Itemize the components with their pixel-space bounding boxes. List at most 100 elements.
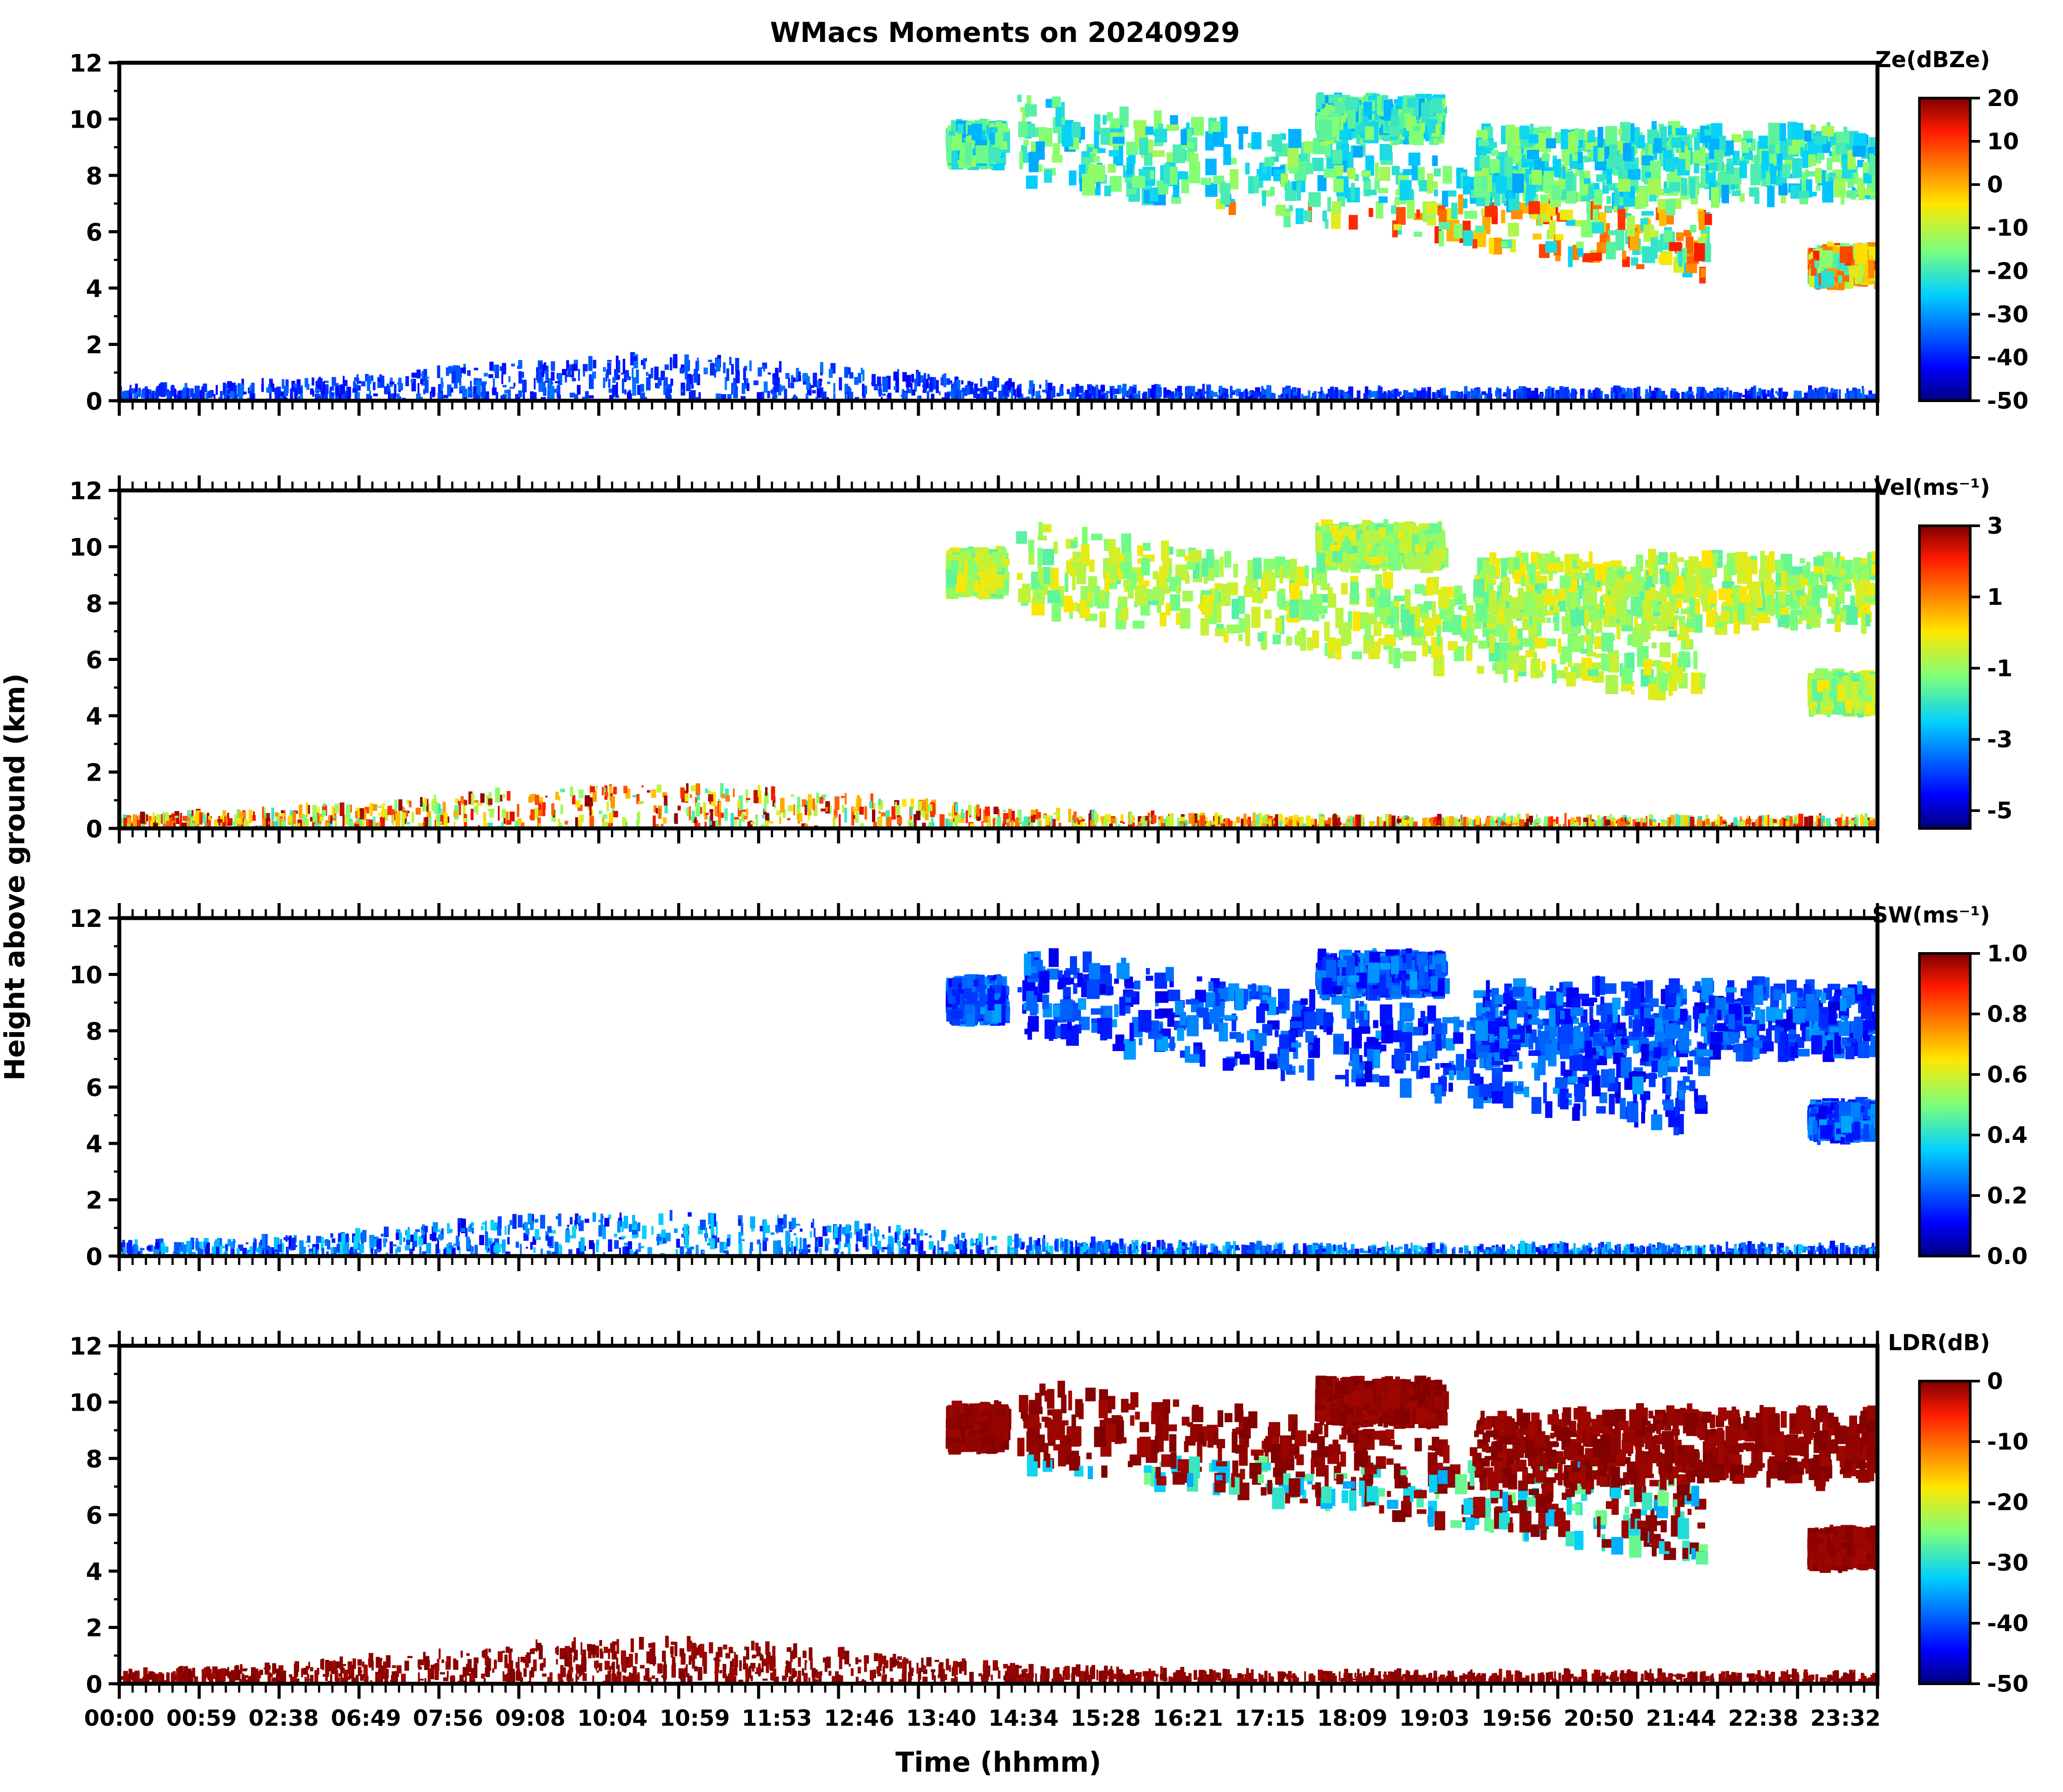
data-cell <box>1287 148 1299 167</box>
data-cell <box>1348 386 1354 401</box>
data-cell <box>1562 166 1566 179</box>
data-cell <box>1731 134 1742 143</box>
data-cell <box>1331 201 1341 214</box>
data-cell <box>1132 176 1145 188</box>
data-cell <box>1229 201 1236 215</box>
data-cell <box>1566 191 1576 204</box>
data-cell <box>994 377 997 392</box>
data-cell <box>1478 394 1483 401</box>
data-cell <box>1157 601 1161 613</box>
data-cell <box>460 386 466 391</box>
data-cell <box>405 376 409 387</box>
data-cell <box>979 389 985 401</box>
data-cell <box>1239 618 1246 633</box>
data-cell <box>437 393 443 401</box>
data-cell <box>1032 383 1035 394</box>
data-cell <box>1307 163 1313 175</box>
data-cell <box>556 392 559 395</box>
data-cell <box>1504 157 1513 178</box>
data-cell <box>1122 383 1127 397</box>
data-cell <box>942 374 946 386</box>
data-cell <box>1039 384 1042 389</box>
data-cell <box>588 374 594 389</box>
data-cell <box>697 357 699 371</box>
data-cell <box>1489 238 1494 254</box>
data-cell <box>1197 396 1203 401</box>
data-cell <box>939 391 941 395</box>
data-cell <box>666 388 671 401</box>
data-cell <box>1696 393 1701 400</box>
data-cell <box>821 391 827 401</box>
data-cell <box>911 389 915 396</box>
data-cell <box>557 373 562 385</box>
data-cell <box>758 367 762 377</box>
data-cell <box>1600 235 1607 243</box>
data-cell <box>1069 170 1077 186</box>
data-cell <box>1857 159 1864 167</box>
data-cell <box>1403 169 1412 175</box>
data-cell <box>1283 164 1287 179</box>
data-cell <box>1166 567 1172 583</box>
data-cell <box>1739 193 1745 202</box>
data-cell <box>1349 215 1358 230</box>
data-cell <box>643 359 646 369</box>
data-cell <box>1629 187 1635 198</box>
data-cell <box>473 386 477 393</box>
data-cell <box>812 372 817 387</box>
data-cell <box>443 395 448 399</box>
data-cell <box>148 391 152 394</box>
data-cell <box>983 387 987 401</box>
data-cell <box>951 120 956 136</box>
data-cell <box>1650 391 1653 401</box>
data-cell <box>616 355 619 370</box>
data-cell <box>1091 534 1103 540</box>
colorbar-tick-label: -20 <box>1987 258 2029 285</box>
data-cell <box>583 364 588 372</box>
colorbar-tick-label: 20 <box>1987 85 2019 112</box>
data-cell <box>357 392 360 401</box>
data-cell <box>358 385 361 391</box>
data-cell <box>1838 275 1843 283</box>
data-cell <box>849 372 853 379</box>
data-cell <box>733 383 737 388</box>
data-cell <box>1123 580 1134 587</box>
data-cell <box>171 385 174 396</box>
data-cell <box>1726 387 1729 401</box>
data-cell <box>1191 389 1194 396</box>
data-cell <box>511 364 515 367</box>
data-cell <box>464 389 466 392</box>
data-cell <box>1495 176 1507 194</box>
data-cell <box>1106 391 1110 394</box>
data-field-reflectivity <box>119 92 1877 401</box>
data-cell <box>965 142 972 163</box>
data-cell <box>1223 144 1231 165</box>
data-cell <box>1506 388 1511 401</box>
data-cell <box>1724 140 1734 155</box>
data-cell <box>1205 131 1214 151</box>
data-cell <box>1624 164 1637 170</box>
data-cell <box>1770 165 1777 184</box>
data-cell <box>1481 391 1486 395</box>
data-cell <box>1426 202 1438 215</box>
data-cell <box>489 361 494 371</box>
data-cell <box>545 370 547 380</box>
data-cell <box>1813 136 1827 145</box>
data-cell <box>1475 394 1477 401</box>
data-cell <box>1634 613 1638 631</box>
data-cell <box>425 379 429 393</box>
data-cell <box>1066 389 1070 395</box>
data-cell <box>1821 387 1826 400</box>
data-cell <box>547 384 550 389</box>
data-cell <box>1295 208 1304 224</box>
data-cell <box>502 363 506 374</box>
data-cell <box>539 377 544 392</box>
y-tick-label: 2 <box>86 331 102 359</box>
data-cell <box>1205 182 1218 197</box>
data-cell <box>1638 135 1645 148</box>
data-cell <box>542 383 546 395</box>
data-cell <box>1018 121 1028 137</box>
data-cell <box>1149 388 1153 398</box>
data-cell <box>1857 389 1860 401</box>
data-cell <box>1373 621 1382 636</box>
data-cell <box>1189 161 1200 183</box>
